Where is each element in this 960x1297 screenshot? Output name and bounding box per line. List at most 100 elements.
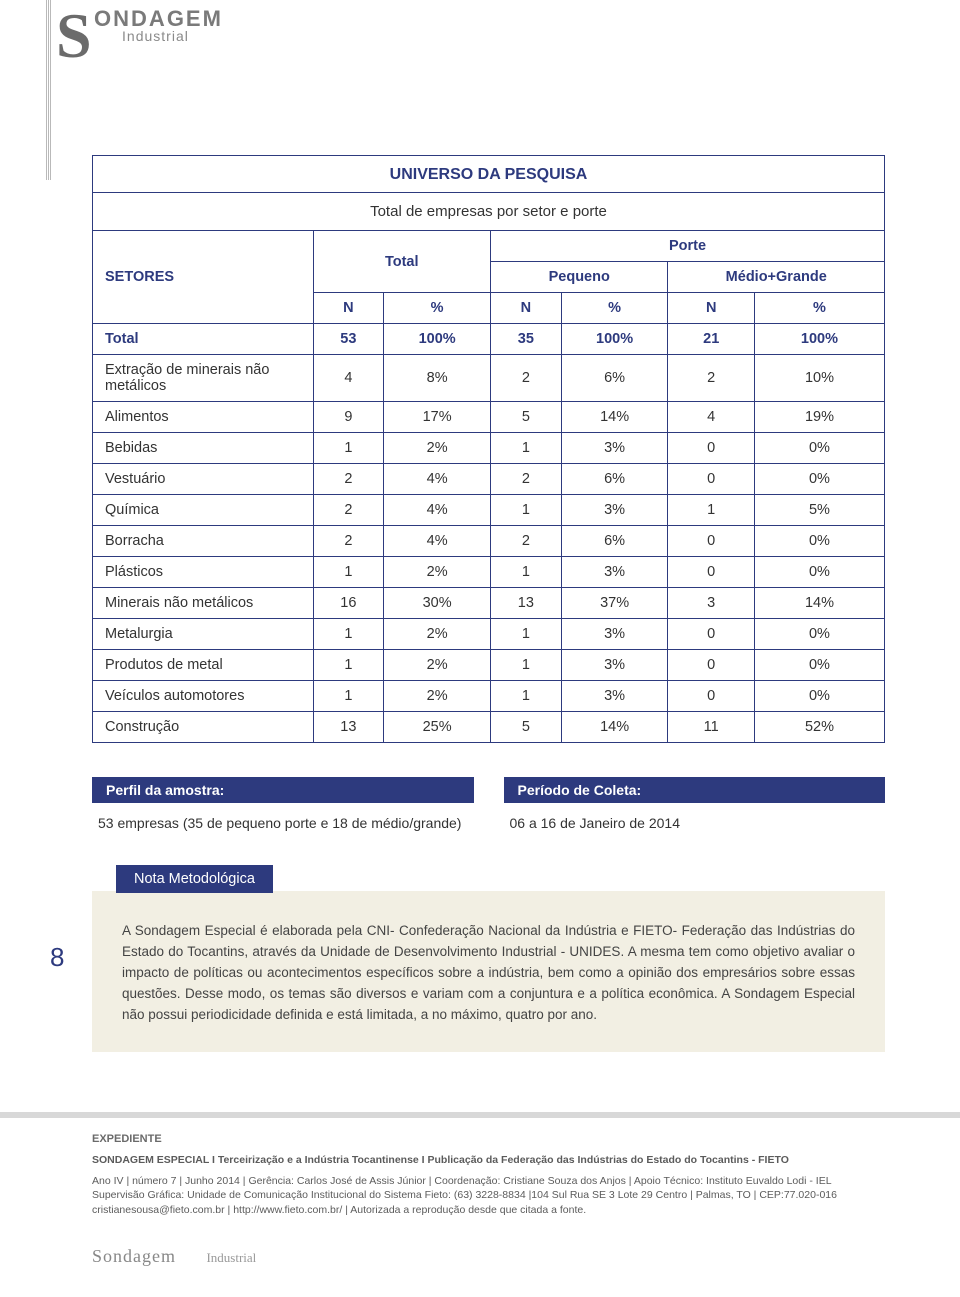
row-value: 8%	[384, 355, 491, 402]
row-value: 0%	[754, 681, 884, 712]
row-value: 2%	[384, 650, 491, 681]
row-value: 2	[490, 355, 561, 402]
row-value: 10%	[754, 355, 884, 402]
row-value: 14%	[561, 712, 668, 743]
row-value: 4%	[384, 464, 491, 495]
row-value: 17%	[384, 402, 491, 433]
row-value: 6%	[561, 464, 668, 495]
row-label: Construção	[93, 712, 313, 743]
row-value: 3%	[561, 433, 668, 464]
col-n: N	[313, 293, 384, 324]
row-value: 2%	[384, 557, 491, 588]
row-value: 30%	[384, 588, 491, 619]
row-value: 0	[668, 650, 754, 681]
table-row: Veículos automotores12%13%00%	[93, 681, 884, 712]
row-value: 1	[313, 557, 384, 588]
table-row: Alimentos917%514%419%	[93, 402, 884, 433]
table-row: Vestuário24%26%00%	[93, 464, 884, 495]
table-title: UNIVERSO DA PESQUISA	[93, 156, 884, 193]
table-row: Metalurgia12%13%00%	[93, 619, 884, 650]
row-value: 3%	[561, 619, 668, 650]
footer-logo-t2: Industrial	[206, 1250, 256, 1265]
row-value: 2%	[384, 433, 491, 464]
col-setores: SETORES	[93, 231, 313, 324]
decorative-stripe	[46, 0, 52, 180]
row-label: Bebidas	[93, 433, 313, 464]
row-value: 9	[313, 402, 384, 433]
perfil-body: 53 empresas (35 de pequeno porte e 18 de…	[92, 803, 474, 835]
expediente-block: EXPEDIENTE SONDAGEM ESPECIAL I Terceiriz…	[0, 1118, 960, 1228]
row-value: 3	[668, 588, 754, 619]
row-value: 4	[668, 402, 754, 433]
row-label: Veículos automotores	[93, 681, 313, 712]
row-value: 3%	[561, 557, 668, 588]
row-value: 1	[490, 650, 561, 681]
row-label: Vestuário	[93, 464, 313, 495]
col-pct: %	[754, 293, 884, 324]
row-value: 37%	[561, 588, 668, 619]
row-value: 4	[313, 355, 384, 402]
row-value: 1	[490, 433, 561, 464]
row-value: 13	[313, 712, 384, 743]
row-label: Minerais não metálicos	[93, 588, 313, 619]
row-value: 100%	[561, 324, 668, 355]
page-number: 8	[50, 942, 64, 973]
row-value: 1	[313, 650, 384, 681]
row-value: 100%	[754, 324, 884, 355]
row-value: 3%	[561, 650, 668, 681]
col-n: N	[490, 293, 561, 324]
footer-logo-t1: Sondagem	[92, 1246, 176, 1266]
table-row: Minerais não metálicos1630%1337%314%	[93, 588, 884, 619]
data-table: SETORES Total Porte Pequeno Médio+Grande…	[93, 231, 884, 742]
expediente-line2: Ano IV | número 7 | Junho 2014 | Gerênci…	[92, 1174, 885, 1218]
col-total: Total	[313, 231, 490, 293]
row-value: 0	[668, 526, 754, 557]
table-row: Extração de minerais não metálicos48%26%…	[93, 355, 884, 402]
row-value: 52%	[754, 712, 884, 743]
col-pct: %	[384, 293, 491, 324]
row-value: 0	[668, 464, 754, 495]
row-value: 5	[490, 712, 561, 743]
table-row: Borracha24%26%00%	[93, 526, 884, 557]
row-value: 5%	[754, 495, 884, 526]
row-value: 3%	[561, 495, 668, 526]
table-row: Bebidas12%13%00%	[93, 433, 884, 464]
nota-body: A Sondagem Especial é elaborada pela CNI…	[92, 891, 885, 1052]
row-value: 0	[668, 557, 754, 588]
row-value: 53	[313, 324, 384, 355]
col-pct: %	[561, 293, 668, 324]
row-value: 2%	[384, 619, 491, 650]
row-value: 35	[490, 324, 561, 355]
row-value: 25%	[384, 712, 491, 743]
table-row: Plásticos12%13%00%	[93, 557, 884, 588]
row-value: 19%	[754, 402, 884, 433]
row-value: 2	[313, 526, 384, 557]
col-porte: Porte	[490, 231, 884, 262]
perfil-band: Perfil da amostra:	[92, 777, 474, 803]
logo-letter: S	[56, 14, 92, 59]
row-value: 2	[668, 355, 754, 402]
row-value: 1	[668, 495, 754, 526]
row-label: Plásticos	[93, 557, 313, 588]
expediente-header: EXPEDIENTE	[92, 1132, 885, 1147]
row-value: 2	[313, 495, 384, 526]
row-value: 2%	[384, 681, 491, 712]
row-value: 1	[490, 495, 561, 526]
row-value: 0%	[754, 433, 884, 464]
row-value: 2	[313, 464, 384, 495]
row-value: 6%	[561, 526, 668, 557]
row-value: 14%	[561, 402, 668, 433]
row-label: Extração de minerais não metálicos	[93, 355, 313, 402]
row-label: Alimentos	[93, 402, 313, 433]
row-value: 5	[490, 402, 561, 433]
row-value: 16	[313, 588, 384, 619]
row-label: Total	[93, 324, 313, 355]
row-value: 1	[313, 433, 384, 464]
row-value: 100%	[384, 324, 491, 355]
row-value: 1	[490, 619, 561, 650]
row-value: 2	[490, 526, 561, 557]
row-label: Metalurgia	[93, 619, 313, 650]
table-row: Produtos de metal12%13%00%	[93, 650, 884, 681]
table-row: Total53100%35100%21100%	[93, 324, 884, 355]
row-value: 6%	[561, 355, 668, 402]
